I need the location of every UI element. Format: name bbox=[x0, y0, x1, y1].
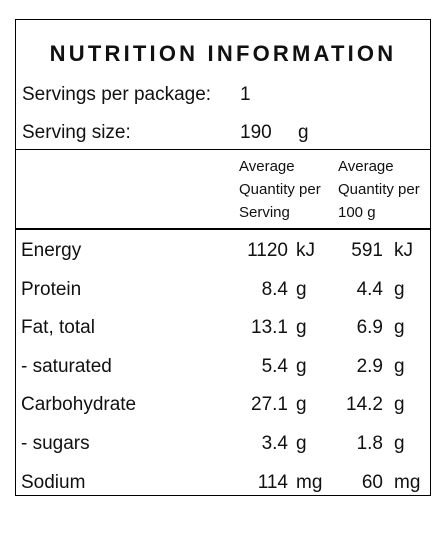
serving-size-label: Serving size: bbox=[22, 122, 131, 143]
header-per-serving-line-3: Serving bbox=[239, 204, 290, 221]
servings-per-package-value: 1 bbox=[240, 84, 251, 105]
divider-thin bbox=[16, 149, 430, 150]
per-serving-value: 114 bbox=[257, 471, 288, 493]
per-serving-value: 1120 bbox=[247, 240, 288, 261]
panel-title: NUTRITION INFORMATION bbox=[49, 41, 397, 66]
nutrient-name: - sugars bbox=[21, 433, 90, 454]
per-100g-value: 14.2 bbox=[346, 394, 383, 416]
per-100g-value: 591 bbox=[351, 240, 383, 261]
header-per-100g-line-2: Quantity per bbox=[338, 181, 420, 198]
serving-size-unit: g bbox=[298, 122, 309, 143]
per-serving-unit: kJ bbox=[296, 240, 315, 261]
per-serving-unit: g bbox=[296, 394, 307, 416]
per-serving-unit: g bbox=[296, 433, 307, 454]
nutrient-name: Fat, total bbox=[21, 317, 95, 339]
header-per-100g-line-3: 100 g bbox=[338, 204, 376, 221]
per-100g-unit: g bbox=[394, 433, 405, 454]
header-per-serving-line-2: Quantity per bbox=[239, 181, 321, 198]
per-serving-value: 13.1 bbox=[251, 317, 288, 339]
header-per-serving-line-1: Average bbox=[239, 158, 295, 175]
per-serving-unit: g bbox=[296, 355, 307, 377]
per-serving-value: 27.1 bbox=[251, 394, 288, 416]
header-per-100g-line-1: Average bbox=[338, 158, 394, 175]
per-100g-unit: kJ bbox=[394, 240, 413, 261]
per-serving-value: 5.4 bbox=[261, 355, 288, 377]
servings-per-package-label: Servings per package: bbox=[22, 84, 212, 105]
nutrient-name: Sodium bbox=[21, 471, 86, 493]
per-100g-unit: g bbox=[394, 278, 405, 300]
per-100g-unit: mg bbox=[394, 471, 421, 493]
nutrient-name: - saturated bbox=[21, 355, 112, 377]
nutrient-name: Protein bbox=[21, 278, 82, 300]
per-100g-value: 60 bbox=[361, 471, 383, 493]
nutrient-name: Carbohydrate bbox=[21, 394, 137, 416]
per-serving-value: 8.4 bbox=[261, 278, 288, 300]
per-serving-value: 3.4 bbox=[261, 433, 288, 454]
per-serving-unit: g bbox=[296, 278, 307, 300]
per-100g-value: 6.9 bbox=[356, 317, 383, 339]
per-100g-value: 1.8 bbox=[356, 433, 383, 454]
per-100g-unit: g bbox=[394, 394, 405, 416]
nutrient-name: Energy bbox=[21, 240, 82, 261]
per-100g-unit: g bbox=[394, 317, 405, 339]
per-100g-value: 2.9 bbox=[356, 355, 383, 377]
per-100g-value: 4.4 bbox=[356, 278, 383, 300]
per-serving-unit: g bbox=[296, 317, 307, 339]
nutrition-panel: NUTRITION INFORMATION Servings per packa… bbox=[15, 19, 431, 496]
serving-size-value: 190 bbox=[240, 122, 272, 143]
divider-thick bbox=[16, 228, 430, 230]
per-serving-unit: mg bbox=[296, 471, 323, 493]
per-100g-unit: g bbox=[394, 355, 405, 377]
